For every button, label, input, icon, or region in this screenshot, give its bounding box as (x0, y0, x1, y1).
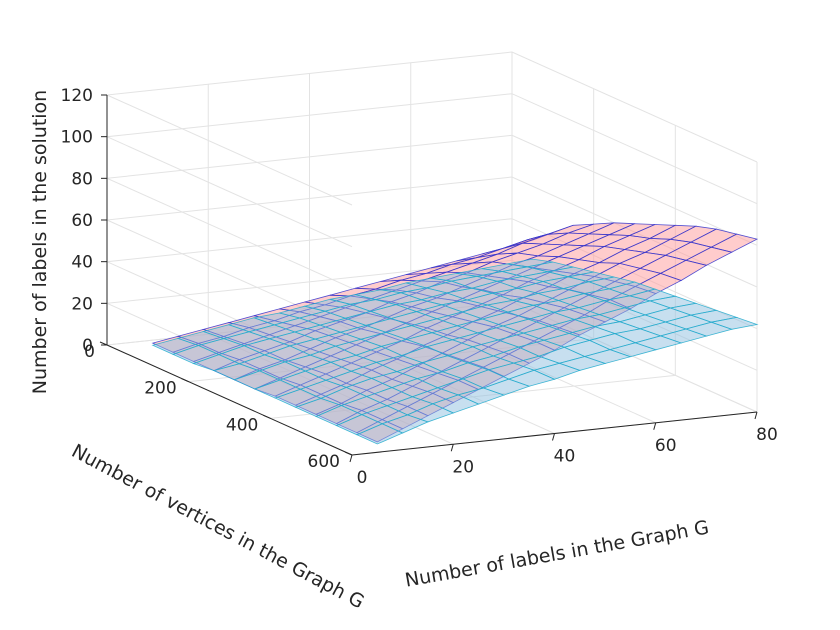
z-tick-label: 60 (71, 211, 93, 231)
grid-line (105, 51, 758, 206)
z-tick-label: 40 (71, 253, 93, 273)
x-tick-label: 0 (357, 468, 368, 488)
z-tick-label: 0 (82, 336, 93, 356)
z-axis-label: Number of labels in the solution (29, 90, 51, 394)
x-tick (450, 444, 454, 452)
surface-2 (151, 258, 759, 445)
y-tick (181, 378, 189, 383)
grid-line (105, 134, 758, 289)
z-tick-label: 100 (61, 128, 93, 148)
y-tick (344, 451, 353, 456)
x-tick-label: 20 (452, 457, 474, 477)
surface-patch (355, 423, 404, 445)
grid-line (105, 93, 758, 248)
x-tick (754, 411, 758, 420)
x-tick (653, 422, 657, 430)
x-tick-label: 60 (655, 436, 677, 456)
surface-layer (151, 222, 759, 445)
z-tick-label: 80 (71, 169, 93, 189)
x-tick (552, 433, 555, 441)
y-tick-label: 400 (226, 415, 258, 435)
y-axis-line (106, 344, 353, 456)
y-tick-label: 200 (144, 379, 176, 399)
tick-layer: 0 20 40 60 80 0 200 400 600 0 20 40 60 80 100 120 (61, 86, 778, 488)
y-tick (263, 414, 271, 419)
z-tick-label: 20 (71, 294, 93, 314)
y-tick-label: 600 (308, 452, 340, 472)
x-tick-label: 80 (756, 425, 778, 445)
z-tick-label: 120 (61, 86, 93, 106)
x-tick-label: 40 (554, 447, 576, 467)
x-tick (349, 454, 353, 463)
x-axis-label: Number of labels in the Graph G (403, 516, 710, 591)
y-tick-label: 0 (84, 342, 95, 362)
